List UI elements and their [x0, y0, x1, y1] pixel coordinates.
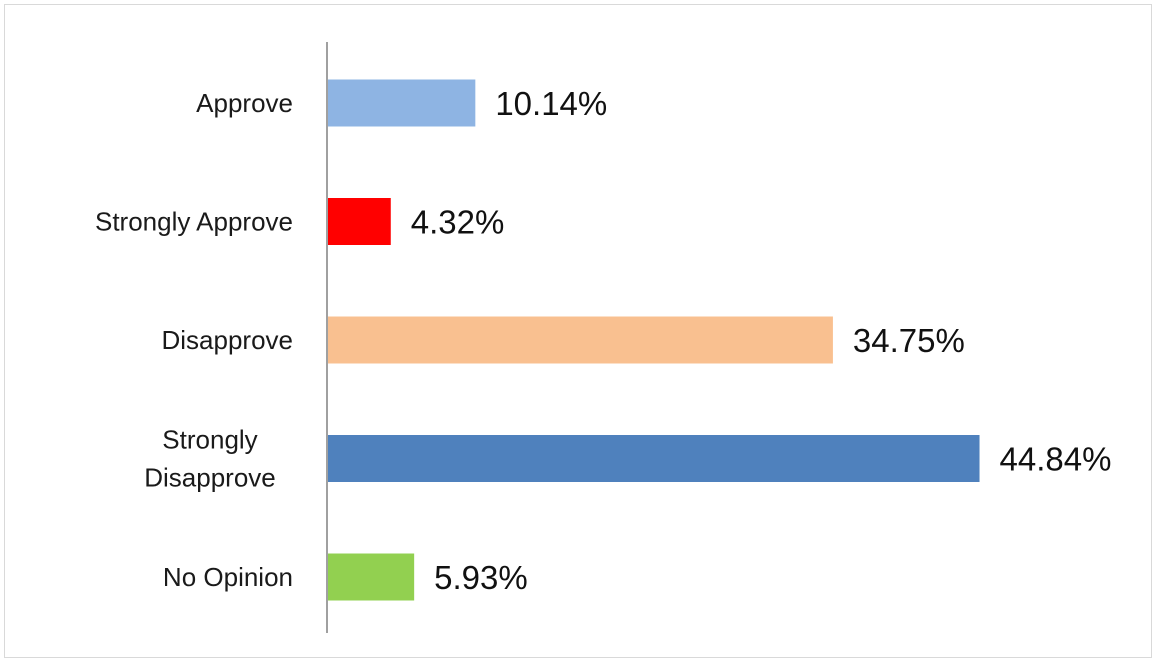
- category-label-line: Approve: [196, 88, 293, 118]
- data-label: 4.32%: [411, 204, 505, 241]
- category-tick-label: No Opinion: [163, 562, 293, 592]
- bar-disapprove: [328, 316, 833, 364]
- category-label-line: Disapprove: [161, 325, 293, 355]
- bar-strongly-disapprove: [328, 435, 980, 482]
- bar-no-opinion: [328, 553, 415, 601]
- category-label-line: Disapprove: [144, 463, 276, 493]
- category-tick-label: Approve: [196, 88, 293, 118]
- bars-layer: [328, 79, 980, 601]
- labels-layer: 10.14% Approve 4.32% Strongly Approve 34.75%…: [95, 85, 1111, 596]
- data-label: 10.14%: [495, 85, 607, 122]
- category-label-line: No Opinion: [163, 562, 293, 592]
- category-tick-label: Strongly Approve: [95, 207, 293, 237]
- data-label: 34.75%: [853, 322, 965, 359]
- category-label-line: Strongly Approve: [95, 207, 293, 237]
- category-tick-label: Strongly Disapprove: [144, 425, 276, 493]
- bar-strongly-approve: [328, 198, 391, 245]
- data-label: 5.93%: [434, 559, 528, 596]
- bar-approve: [328, 79, 476, 127]
- category-tick-label: Disapprove: [161, 325, 293, 355]
- category-label-line: Strongly: [162, 425, 257, 455]
- data-label: 44.84%: [1000, 441, 1112, 478]
